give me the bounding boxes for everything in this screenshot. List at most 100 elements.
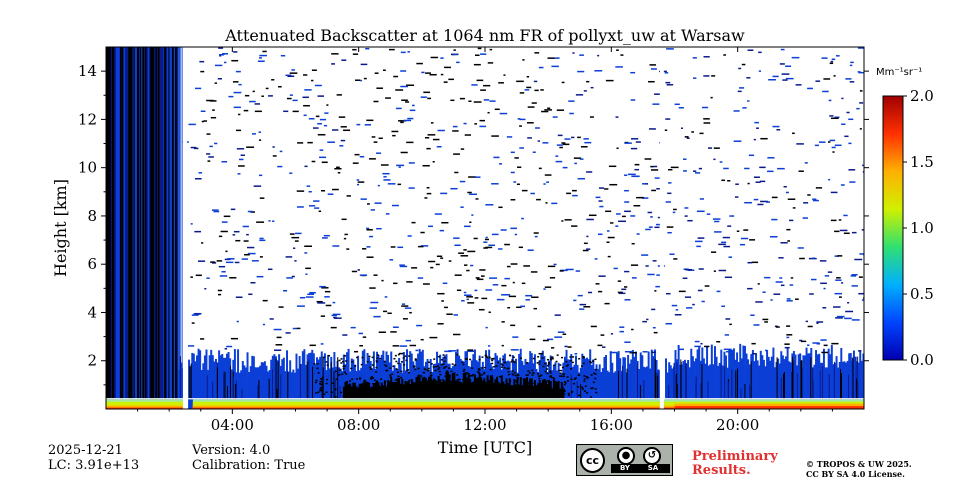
signal-streak	[306, 361, 308, 400]
boundary-layer-cell	[641, 355, 644, 409]
noise-speck	[691, 131, 695, 133]
noise-speck	[314, 84, 322, 87]
black-speck	[354, 365, 357, 367]
black-speck	[434, 365, 437, 368]
noise-speck	[630, 71, 636, 74]
noise-speck	[236, 148, 245, 150]
black-speck	[546, 358, 549, 361]
cc-by-label: BY	[619, 464, 631, 472]
noise-speck	[757, 203, 764, 206]
black-speck	[371, 356, 374, 359]
surface-layer-cell	[729, 406, 739, 409]
noise-speck	[830, 117, 839, 120]
boundary-layer-cell	[764, 366, 767, 409]
black-speck	[509, 354, 512, 357]
surface-layer-cell	[113, 407, 123, 409]
black-layer-cell	[346, 381, 349, 400]
noise-speck	[678, 107, 684, 109]
noise-speck	[533, 80, 538, 83]
noise-speck	[771, 218, 778, 221]
noise-speck	[303, 114, 307, 117]
black-speck	[395, 360, 398, 363]
black-speck	[477, 368, 480, 370]
noise-speck	[834, 116, 840, 119]
black-speck	[562, 375, 565, 377]
noise-speck	[409, 109, 416, 112]
boundary-layer-cell	[472, 354, 475, 409]
black-speck	[523, 396, 526, 399]
noise-speck	[396, 107, 402, 110]
noise-speck	[190, 146, 197, 149]
surface-layer-cell	[508, 407, 517, 409]
noise-speck	[317, 122, 322, 125]
noise-speck	[799, 257, 805, 260]
noise-speck	[464, 294, 472, 296]
black-speck	[541, 357, 544, 359]
surface-layer-cell	[271, 407, 281, 409]
noise-speck	[378, 331, 386, 333]
noise-speck	[828, 178, 831, 181]
black-speck	[437, 365, 440, 367]
noise-speck	[736, 230, 740, 232]
black-speck	[451, 380, 454, 383]
black-speck	[451, 395, 454, 398]
black-layer-cell	[540, 382, 543, 400]
noise-speck	[549, 277, 556, 279]
signal-streak	[189, 366, 191, 400]
noise-speck	[542, 142, 549, 144]
black-speck	[425, 381, 428, 384]
noise-speck	[536, 198, 541, 201]
black-speck	[571, 361, 574, 364]
signal-streak	[179, 356, 181, 400]
black-speck	[359, 377, 362, 379]
surface-layer-cell	[413, 407, 423, 409]
black-layer-cell	[515, 384, 517, 400]
black-speck	[344, 389, 347, 391]
noise-speck	[303, 74, 308, 76]
black-speck	[454, 364, 457, 366]
noise-speck	[571, 189, 577, 192]
noise-speck	[786, 325, 791, 327]
noise-speck	[265, 87, 269, 90]
surface-layer-cell	[429, 407, 439, 409]
boundary-layer-cell	[380, 354, 383, 409]
boundary-layer-cell	[568, 359, 571, 409]
black-speck	[578, 357, 581, 360]
noise-speck	[191, 314, 199, 316]
noise-speck	[634, 163, 640, 166]
black-layer-cell	[469, 378, 472, 400]
signal-streak	[576, 380, 578, 400]
boundary-layer-cell	[372, 351, 375, 409]
black-speck	[356, 387, 359, 390]
noise-speck	[712, 218, 721, 220]
black-layer-cell	[393, 381, 396, 400]
black-speck	[369, 377, 372, 379]
black-speck	[563, 383, 566, 386]
noise-speck	[758, 70, 762, 72]
noise-speck	[429, 73, 437, 76]
noise-speck	[478, 308, 485, 311]
version-text: Version: 4.0	[192, 443, 271, 458]
noise-speck	[401, 99, 408, 101]
noise-speck	[775, 281, 783, 283]
black-layer-cell	[360, 383, 363, 400]
noise-speck	[217, 293, 222, 296]
noise-speck	[523, 265, 531, 267]
black-speck	[334, 388, 337, 391]
noise-speck	[649, 64, 656, 66]
noise-speck	[504, 277, 510, 280]
noise-speck	[597, 344, 603, 347]
noise-speck	[573, 299, 577, 302]
noise-speck	[383, 176, 387, 178]
signal-column	[159, 47, 162, 409]
colorbar-unit-label: Mm⁻¹sr⁻¹	[876, 67, 922, 78]
noise-speck	[479, 125, 487, 128]
boundary-layer-cell	[726, 367, 729, 409]
noise-speck	[210, 116, 217, 119]
noise-speck	[692, 303, 695, 306]
signal-streak	[782, 373, 784, 400]
black-layer-cell	[502, 381, 505, 400]
black-layer-cell	[388, 381, 391, 400]
boundary-layer-cell	[665, 358, 668, 409]
surface-layer-cell	[224, 405, 233, 409]
